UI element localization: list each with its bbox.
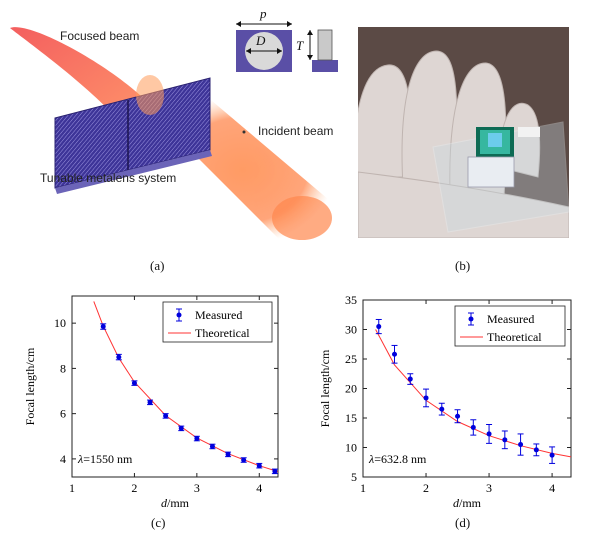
y-tick-label: 15 (345, 411, 357, 425)
measured-marker (502, 437, 508, 443)
y-tick-label: 10 (345, 441, 357, 455)
measured-marker (549, 452, 555, 458)
measured-point (517, 433, 524, 456)
x-tick-label: 3 (194, 481, 200, 495)
y-axis-label: Focal length/cm (23, 347, 37, 425)
measured-point (193, 435, 200, 442)
measured-point (147, 399, 154, 406)
x-tick-label: 2 (131, 481, 137, 495)
y-tick-label: 8 (60, 361, 66, 375)
unit-cell-side-view (307, 29, 338, 72)
dim-p-label: p (260, 6, 267, 21)
y-tick-label: 5 (351, 470, 357, 484)
measured-marker (194, 436, 200, 442)
measured-marker (225, 451, 231, 457)
panel-d-label: (d) (455, 515, 471, 530)
legend-theoretical-label: Theoretical (487, 330, 542, 344)
measured-marker (147, 399, 153, 405)
measured-point (375, 318, 382, 335)
measured-point (115, 353, 122, 361)
x-tick-label: 4 (256, 481, 262, 495)
measured-point (209, 443, 216, 450)
measured-point (486, 423, 493, 444)
focused-beam-label: Focused beam (60, 29, 140, 43)
legend-measured-label: Measured (487, 312, 534, 326)
plot-frame (71, 295, 279, 478)
measured-point (501, 430, 508, 450)
panel-a-label: (a) (150, 258, 165, 273)
measured-marker (423, 395, 429, 401)
measured-point (438, 402, 445, 416)
measured-marker (241, 457, 247, 463)
measured-marker (376, 324, 382, 330)
metalens-system-label: Tunable metalens system (40, 171, 177, 185)
measured-point (271, 468, 278, 475)
legend-theoretical-label: Theoretical (195, 326, 250, 340)
measured-point (240, 457, 247, 463)
measured-marker (439, 406, 445, 412)
measured-marker (178, 425, 184, 431)
measured-marker (116, 354, 122, 360)
incident-beam-label: Incident beam (258, 124, 334, 138)
panel-c-label: (c) (151, 515, 166, 530)
y-tick-label: 30 (345, 323, 357, 337)
measured-point (100, 323, 107, 330)
x-tick-label: 2 (423, 481, 429, 495)
measured-marker (100, 324, 106, 330)
measured-point (256, 462, 263, 469)
measured-point (131, 380, 138, 386)
measured-point (407, 373, 414, 385)
dim-D-label: D (256, 33, 266, 48)
measured-marker (486, 431, 492, 437)
wavelength-annotation: λ=632.8 nm (368, 452, 427, 466)
y-tick-label: 20 (345, 382, 357, 396)
y-tick-label: 10 (54, 316, 66, 330)
measured-marker (455, 413, 461, 419)
x-tick-label: 1 (69, 481, 75, 495)
y-tick-label: 25 (345, 352, 357, 366)
measured-marker (163, 413, 169, 419)
measured-marker (256, 463, 262, 469)
y-axis-label: Focal length/cm (318, 349, 332, 427)
measured-marker (470, 424, 476, 430)
chart-d: 1 2 3 4 5 10 15 20 25 30 35 d/mm Focal length/cm Meas… (318, 293, 572, 510)
wavelength-annotation: λ=1550 nm (77, 452, 133, 466)
measured-marker (392, 351, 398, 357)
x-tick-label: 1 (360, 481, 366, 495)
x-axis-label: d/mm (161, 496, 190, 510)
theoretical-curve (375, 329, 572, 458)
measured-marker (518, 442, 524, 448)
legend-measured-marker (468, 316, 474, 322)
measured-point (225, 451, 232, 458)
panel-b-label: (b) (455, 258, 471, 273)
y-tick-label: 6 (60, 407, 66, 421)
x-axis-label: d/mm (453, 496, 482, 510)
legend-measured-label: Measured (195, 308, 242, 322)
measured-point (470, 419, 477, 436)
measured-point (423, 388, 430, 408)
measured-marker (209, 443, 215, 449)
chart-c: 1 2 3 4 4 6 8 10 d/mm Focal length/cm Measured Theo… (23, 295, 279, 510)
measured-point (391, 344, 398, 364)
panel-a-illustration (10, 21, 338, 245)
y-tick-label: 35 (345, 293, 357, 307)
x-tick-label: 3 (486, 481, 492, 495)
unit-cell-top-view (236, 21, 292, 72)
device-photo (358, 27, 569, 238)
measured-marker (131, 380, 137, 386)
measured-point (162, 413, 169, 419)
measured-point (178, 425, 185, 432)
measured-point (454, 409, 461, 424)
measured-marker (272, 468, 278, 474)
y-tick-label: 4 (60, 452, 66, 466)
measured-marker (407, 376, 413, 382)
dim-T-label: T (296, 38, 304, 53)
x-tick-label: 4 (549, 481, 555, 495)
measured-point (533, 443, 540, 457)
measured-marker (533, 447, 539, 453)
legend-measured-marker (176, 312, 182, 318)
measured-point (549, 446, 556, 464)
